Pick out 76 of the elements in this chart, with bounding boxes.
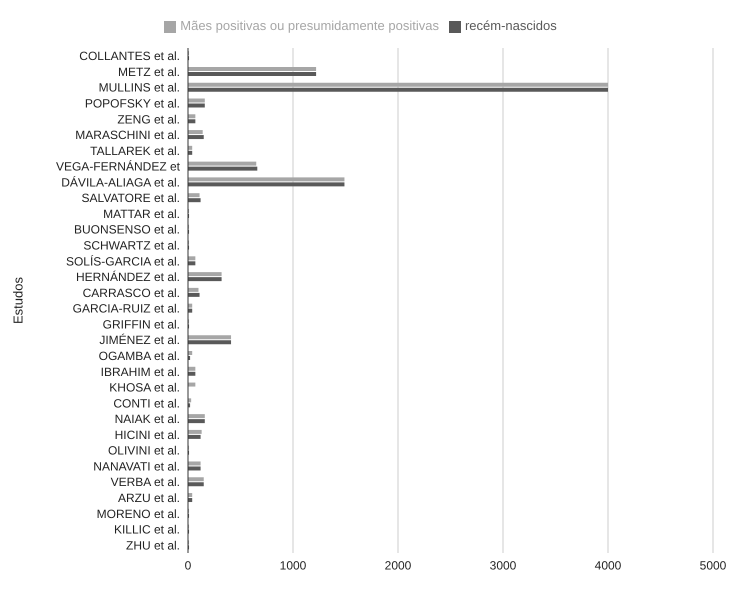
y-tick-label: JIMÉNEZ et al. bbox=[99, 333, 180, 348]
bar bbox=[188, 198, 201, 202]
y-tick-label: OLIVINI et al. bbox=[108, 444, 180, 458]
bar bbox=[188, 434, 201, 439]
bar bbox=[188, 419, 205, 424]
legend-label: recém-nascidos bbox=[464, 18, 557, 33]
x-tick-label: 1000 bbox=[280, 558, 307, 573]
bar bbox=[188, 256, 196, 260]
bar bbox=[188, 272, 222, 276]
legend-label: Mães positivas ou presumidamente positivas bbox=[180, 18, 439, 33]
bar bbox=[188, 340, 232, 344]
bar bbox=[188, 130, 203, 134]
y-tick-label: GRIFFIN et al. bbox=[102, 317, 180, 332]
y-tick-label: MULLINS et al. bbox=[98, 80, 180, 95]
y-tick-label: DÁVILA-ALIAGA et al. bbox=[61, 175, 180, 190]
y-tick-label: POPOFSKY et al. bbox=[84, 96, 180, 110]
bar bbox=[188, 98, 205, 102]
x-tick-label: 5000 bbox=[700, 558, 727, 573]
x-tick-label: 4000 bbox=[594, 558, 622, 573]
y-tick-label: ZHU et al. bbox=[126, 538, 180, 552]
y-axis-title: Estudos bbox=[10, 276, 26, 324]
bar bbox=[188, 430, 202, 434]
y-tick-label: GARCIA-RUIZ et al. bbox=[72, 302, 180, 316]
bar bbox=[188, 193, 200, 198]
bar bbox=[188, 466, 201, 470]
bar bbox=[188, 72, 316, 76]
y-tick-label: NAIAK et al. bbox=[114, 412, 180, 426]
y-tick-label: COLLANTES et al. bbox=[79, 49, 180, 64]
bar bbox=[188, 382, 196, 387]
y-tick-label: SOLÍS-GARCIA et al. bbox=[66, 254, 180, 268]
y-tick-label: CARRASCO et al. bbox=[82, 286, 180, 300]
y-tick-label: KHOSA et al. bbox=[109, 380, 180, 395]
bar bbox=[188, 135, 204, 140]
bar bbox=[188, 177, 344, 182]
y-tick-label: ZENG et al. bbox=[117, 112, 180, 126]
bar bbox=[188, 166, 258, 171]
x-tick-label: 2000 bbox=[384, 558, 412, 573]
bar bbox=[188, 162, 256, 166]
y-tick-label: HICINI et al. bbox=[114, 428, 180, 442]
bar bbox=[188, 277, 222, 282]
y-tick-label: NANAVATI et al. bbox=[93, 459, 180, 474]
y-tick-label: SALVATORE et al. bbox=[82, 191, 180, 206]
bar bbox=[188, 114, 196, 118]
bar bbox=[188, 288, 198, 292]
bar bbox=[188, 414, 205, 418]
bar bbox=[188, 261, 196, 266]
bar bbox=[188, 104, 205, 108]
y-tick-label: ARZU et al. bbox=[118, 491, 180, 506]
x-tick-label: 0 bbox=[184, 558, 192, 573]
y-tick-label: MATTAR et al. bbox=[103, 206, 180, 221]
bar bbox=[188, 366, 196, 371]
y-tick-label: OGAMBA et al. bbox=[98, 348, 180, 363]
bar bbox=[188, 182, 344, 186]
y-tick-label: SCHWARTZ et al. bbox=[83, 238, 180, 253]
bar bbox=[188, 335, 232, 340]
bar bbox=[188, 66, 316, 71]
bar bbox=[188, 292, 200, 297]
bar bbox=[188, 372, 196, 376]
y-tick-label: IBRAHIM et al. bbox=[100, 364, 180, 379]
y-tick-label: MORENO et al. bbox=[96, 506, 180, 521]
y-tick-label: METZ et al. bbox=[118, 64, 180, 79]
y-tick-label: HERNÁNDEZ et al. bbox=[76, 270, 180, 284]
y-tick-label: TALLAREK et al. bbox=[90, 144, 180, 158]
bar bbox=[188, 482, 204, 486]
y-tick-label: VERBA et al. bbox=[110, 475, 180, 490]
bar bbox=[188, 119, 196, 124]
y-tick-label: VEGA-FERNÁNDEZ et bbox=[56, 160, 181, 174]
y-tick-label: CONTI et al. bbox=[113, 396, 180, 410]
bar bbox=[188, 82, 608, 87]
y-tick-label: KILLIC et al. bbox=[114, 522, 180, 537]
y-tick-label: MARASCHINI et al. bbox=[75, 128, 180, 142]
y-tick-label: BUONSENSO et al. bbox=[74, 222, 180, 237]
bar bbox=[188, 477, 204, 482]
x-tick-label: 3000 bbox=[490, 558, 517, 573]
bar bbox=[188, 88, 608, 92]
bar bbox=[188, 461, 201, 466]
